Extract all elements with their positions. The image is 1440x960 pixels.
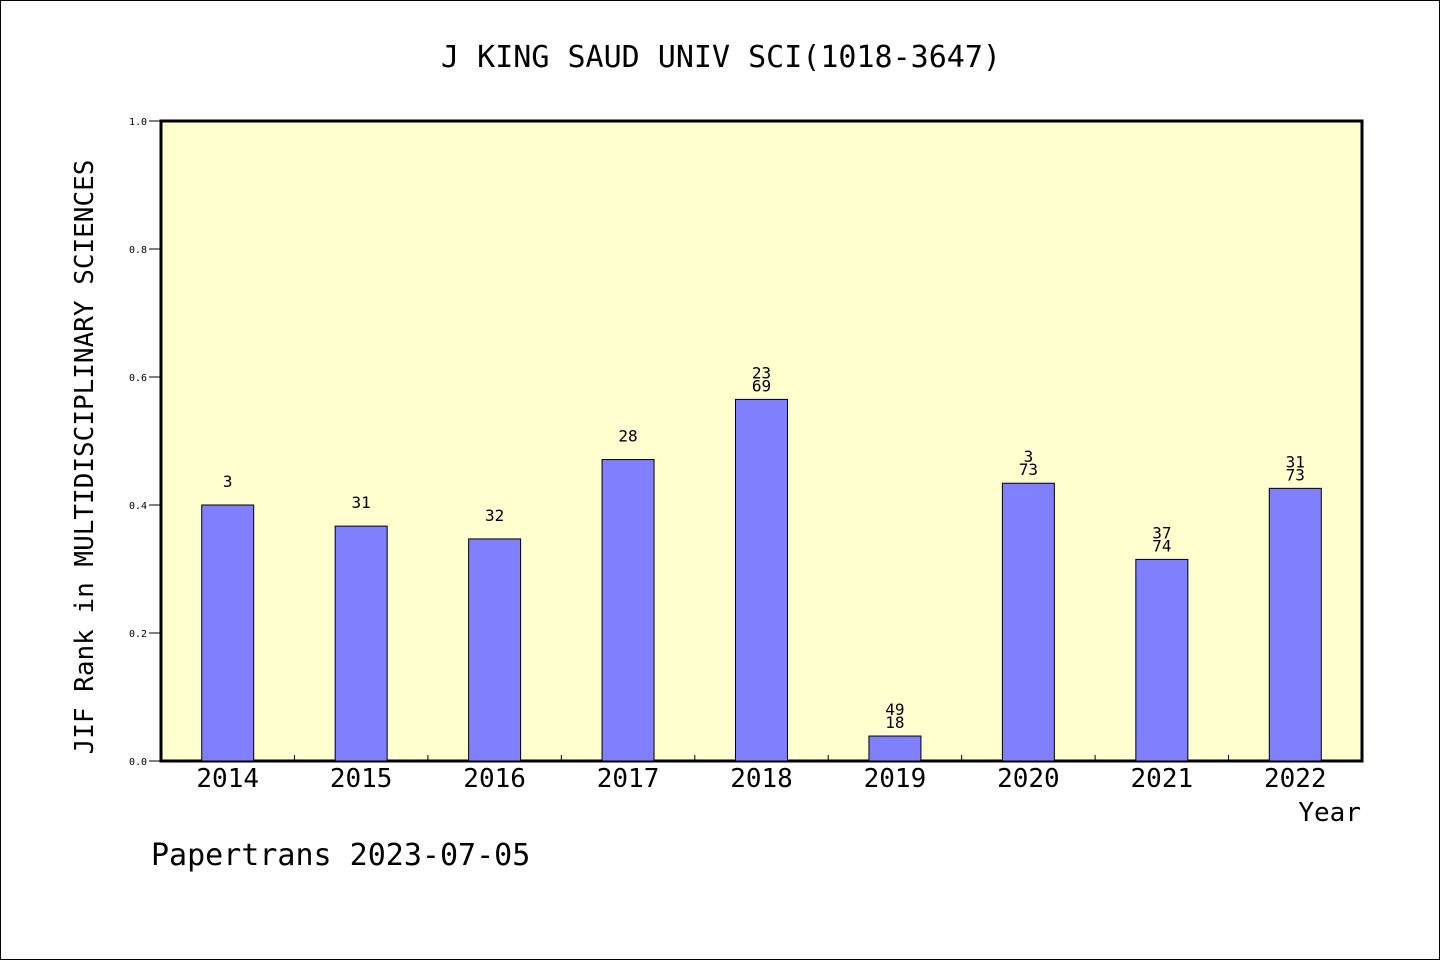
bar-data-label: 3 [1024,447,1034,466]
bar-2018 [735,398,788,762]
y-tick-label: 0.0 [129,757,147,768]
y-tick-label: 0.8 [129,245,147,256]
y-tick-label: 0.2 [129,629,147,640]
bar-data-label: 74 [1152,536,1171,555]
x-axis-label: Year [1298,798,1361,828]
bar-data-label: 23 [752,363,771,382]
bar-data-label: 31 [1286,452,1305,471]
y-tick-label: 1.0 [129,117,147,128]
x-tick-label: 2015 [330,764,393,794]
bar-data-label: 31 [352,493,371,512]
bar-data-label: 73 [1019,460,1038,479]
y-axis-label: JIF Rank in MULTIDISCIPLINARY SCIENCES [70,160,100,755]
bar-data-label: 49 [885,700,904,719]
footer-credit: Papertrans 2023-07-05 [151,838,530,873]
bar-data-label: 73 [1286,465,1305,484]
y-tick-label: 0.4 [129,501,147,512]
bar-2015 [334,525,388,762]
x-tick-label: 2020 [997,764,1060,794]
bar-2017 [601,459,655,762]
bar-data-label: 3 [223,472,233,491]
bar-2021 [1135,558,1189,762]
y-axis-ticks: 0.0 0.2 0.4 0.6 0.8 1.0 [129,117,161,768]
bar-data-label: 37 [1152,523,1171,542]
x-tick-label: 2019 [864,764,927,794]
x-tick-label: 2014 [196,764,259,794]
bar-data-label: 18 [885,713,904,732]
bar-data-label: 69 [752,376,771,395]
chart-title: J KING SAUD UNIV SCI(1018-3647) [441,40,1001,75]
bar-data-label: 32 [485,506,504,525]
x-tick-label: 2017 [597,764,660,794]
x-tick-label: 2018 [730,764,793,794]
bar-2016 [468,538,522,762]
bar-data-label: 28 [618,427,637,446]
x-tick-label: 2021 [1131,764,1194,794]
y-tick-label: 0.6 [129,373,147,384]
x-tick-label: 2016 [463,764,526,794]
bar-2014 [201,504,255,762]
bar-2019 [868,735,922,762]
bar-2020 [1001,482,1055,762]
x-axis-ticks: 2014 2015 2016 2017 2018 2019 2020 2021 2022 [196,755,1327,794]
bar-2022 [1268,487,1322,762]
x-tick-label: 2022 [1264,764,1327,794]
